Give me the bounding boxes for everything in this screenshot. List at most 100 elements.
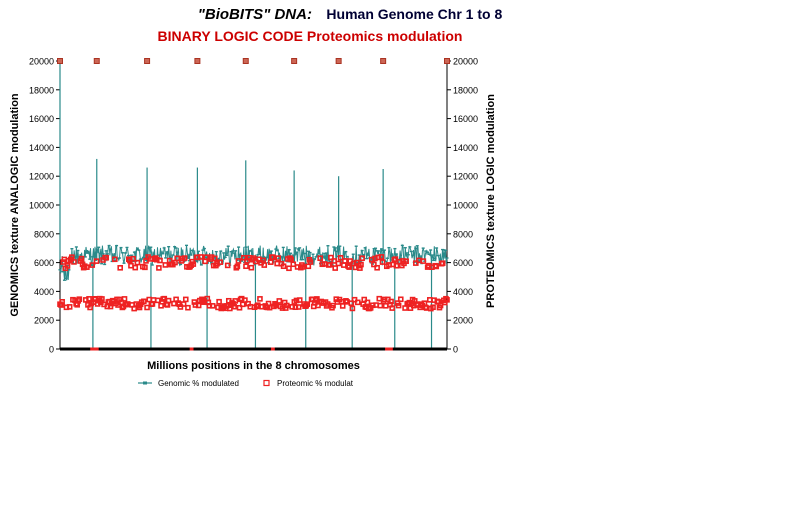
proteomic-marker — [402, 305, 408, 311]
proteomic-marker — [161, 295, 168, 302]
chart-title-part1: "BioBITS" DNA: — [197, 6, 312, 23]
proteomic-marker — [247, 303, 254, 310]
proteomic-marker — [348, 300, 355, 306]
proteomic-marker — [257, 296, 263, 302]
y-tick-label-right: 8000 — [453, 229, 473, 239]
proteomic-top-marker — [335, 58, 342, 64]
proteomic-marker — [71, 259, 77, 265]
proteomic-marker — [121, 296, 128, 302]
proteomic-marker — [191, 299, 198, 305]
proteomic-marker — [359, 255, 365, 262]
proteomic-marker — [276, 298, 283, 304]
proteomic-marker — [267, 259, 274, 265]
y-tick-label-left: 2000 — [34, 316, 54, 326]
proteomic-marker — [284, 302, 290, 309]
proteomic-marker — [388, 298, 394, 305]
proteomic-marker — [403, 258, 409, 265]
proteomic-marker — [99, 296, 105, 302]
proteomic-marker — [248, 264, 255, 271]
proteomic-marker — [134, 259, 141, 266]
proteomic-marker — [337, 254, 344, 261]
proteomic-marker — [155, 297, 161, 304]
proteomic-top-marker — [93, 58, 100, 64]
proteomic-marker — [185, 304, 191, 311]
proteomic-top-marker — [380, 58, 387, 64]
proteomic-top-marker — [291, 58, 298, 64]
proteomic-marker — [69, 254, 75, 260]
proteomic-marker — [346, 264, 352, 270]
proteomic-marker — [224, 262, 231, 269]
proteomic-marker — [371, 261, 377, 268]
proteomic-marker — [300, 264, 306, 270]
proteomic-marker — [304, 301, 311, 307]
proteomic-marker — [444, 297, 450, 303]
proteomic-top-marker — [144, 58, 151, 64]
proteomic-marker — [290, 261, 297, 268]
y-tick-label-left: 4000 — [34, 287, 54, 297]
y-axis-title-right: PROTEOMICS texture LOGIC modulation — [485, 94, 497, 308]
y-tick-label-left: 16000 — [29, 114, 54, 124]
proteomic-top-marker — [242, 58, 249, 64]
y-tick-label-right: 10000 — [453, 201, 478, 211]
proteomic-marker — [426, 297, 433, 303]
proteomic-marker — [324, 301, 331, 307]
proteomic-marker — [433, 263, 440, 270]
y-axis-title-left: GENOMICS texture ANALOGIC modulation — [9, 93, 21, 317]
y-tick-label-left: 20000 — [29, 57, 54, 67]
proteomic-marker — [376, 295, 383, 302]
proteomic-marker — [361, 296, 368, 303]
proteomic-marker — [132, 264, 139, 271]
proteomic-marker — [242, 297, 248, 303]
proteomic-marker — [131, 305, 137, 312]
proteomic-marker — [181, 255, 188, 261]
y-tick-label-right: 0 — [453, 345, 458, 355]
y-tick-label-right: 4000 — [453, 287, 473, 297]
proteomic-marker — [165, 297, 172, 304]
proteomic-marker — [373, 302, 379, 308]
proteomic-marker — [397, 296, 404, 303]
proteomic-marker — [64, 263, 71, 269]
proteomic-marker — [280, 263, 287, 270]
proteomic-marker — [76, 296, 83, 302]
y-tick-label-right: 2000 — [453, 316, 473, 326]
y-tick-label-right: 6000 — [453, 258, 473, 268]
proteomic-marker — [59, 299, 65, 305]
proteomic-marker — [177, 304, 184, 310]
proteomic-marker — [112, 256, 118, 263]
proteomic-marker — [439, 260, 446, 266]
legend-proteomic-label: Proteomic % modulat — [277, 379, 354, 388]
proteomic-marker — [328, 254, 334, 261]
proteomic-marker — [119, 304, 126, 311]
proteomic-top-marker — [194, 58, 201, 64]
proteomic-marker — [150, 297, 157, 303]
proteomic-marker — [343, 298, 349, 304]
proteomic-marker — [305, 263, 312, 270]
proteomic-marker — [317, 255, 323, 261]
proteomic-marker — [235, 258, 242, 264]
proteomic-marker — [84, 264, 90, 270]
proteomic-marker — [335, 260, 342, 267]
proteomic-marker — [239, 301, 246, 308]
proteomic-marker — [295, 304, 302, 310]
proteomic-marker — [377, 302, 384, 309]
proteomic-marker — [180, 301, 187, 307]
proteomic-marker — [274, 260, 280, 267]
y-tick-label-left: 18000 — [29, 85, 54, 95]
proteomic-marker — [270, 254, 276, 261]
proteomic-marker — [141, 298, 147, 305]
y-tick-label-right: 20000 — [453, 57, 478, 67]
proteomic-marker — [107, 303, 114, 310]
proteomic-marker — [209, 303, 216, 309]
proteomic-marker — [364, 299, 371, 306]
proteomic-marker — [345, 263, 351, 269]
proteomic-marker — [232, 298, 239, 304]
proteomic-marker — [162, 262, 169, 268]
proteomic-marker — [144, 304, 150, 311]
proteomic-marker — [190, 261, 197, 267]
proteomic-marker — [89, 262, 96, 268]
legend-proteomic-swatch — [263, 379, 270, 387]
proteomic-marker — [86, 296, 92, 302]
y-tick-label-left: 8000 — [34, 229, 54, 239]
proteomic-marker — [171, 300, 177, 307]
proteomic-marker — [339, 303, 346, 309]
